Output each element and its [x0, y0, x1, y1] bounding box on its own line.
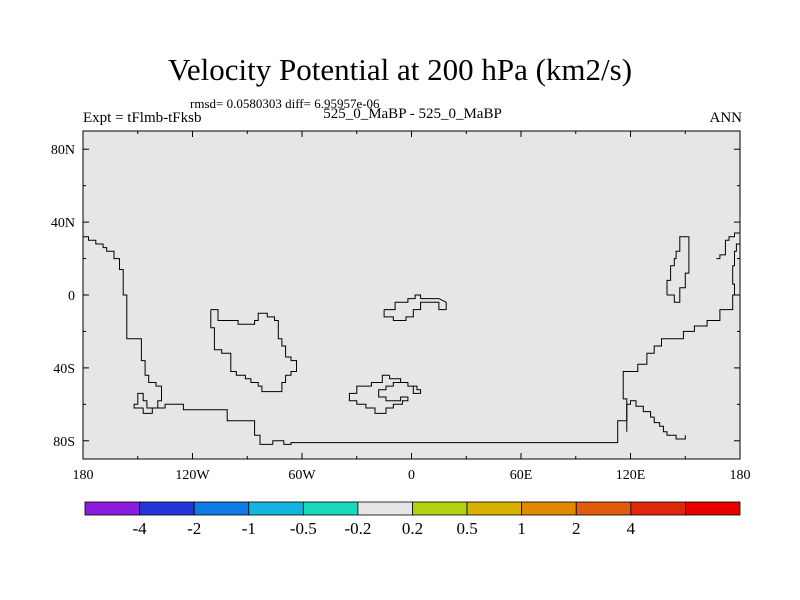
colorbar-label: 2 [572, 519, 581, 538]
colorbar-box [302, 501, 359, 516]
y-tick-label: 40N [51, 216, 75, 231]
colorbar-labels: -4 -2 -1 -0.5 -0.2 0.2 0.5 1 2 4 [132, 519, 635, 538]
case-comparison-label: 525_0_MaBP - 525_0_MaBP [323, 106, 502, 122]
y-tick-label: 80S [53, 435, 75, 450]
axis-ticks [82, 131, 741, 459]
colorbar-label: 0.2 [402, 519, 423, 538]
colorbar-box [248, 501, 304, 516]
colorbar-label: 1 [517, 519, 526, 538]
x-tick-label: 120W [175, 468, 210, 483]
colorbar-label: -0.2 [344, 519, 371, 538]
colorbar-label: -0.5 [290, 519, 317, 538]
x-tick-label: 180 [730, 468, 751, 483]
y-tick-label: 40S [53, 362, 75, 377]
colorbar-label: -4 [132, 519, 147, 538]
experiment-label: Expt = tFlmb-tFksb [83, 110, 202, 126]
colorbar-label: -2 [187, 519, 201, 538]
colorbar-box [685, 501, 741, 516]
colorbar-label: 4 [627, 519, 636, 538]
x-tick-labels: 180 120W 60W 0 60E 120E 180 [73, 468, 751, 483]
colorbar-box [521, 501, 577, 516]
colorbar-box [84, 501, 140, 516]
colorbar-label: 0.5 [456, 519, 477, 538]
colorbar-label: -1 [242, 519, 256, 538]
coastline-3 [210, 309, 297, 393]
rmsd-diff-stats: rmsd= 0.0580303 diff= 6.95957e-06 [190, 96, 380, 111]
coastline-1 [622, 232, 741, 432]
x-tick-label: 120E [616, 468, 646, 483]
colorbar-box [466, 501, 523, 516]
colorbar-box [630, 501, 686, 516]
y-tick-labels: 80N 40N 0 40S 80S [51, 143, 75, 450]
coastline-0 [83, 236, 686, 445]
coastline-2 [666, 236, 690, 303]
x-tick-label: 0 [408, 468, 415, 483]
coastline-layer [83, 232, 741, 445]
colorbar-box [139, 501, 195, 516]
season-label: ANN [709, 110, 743, 126]
coastline-5 [348, 374, 422, 414]
colorbar-box [412, 501, 468, 516]
chart-title: Velocity Potential at 200 hPa (km2/s) [167, 52, 633, 87]
colorbar-box [357, 501, 413, 516]
x-tick-label: 60W [288, 468, 316, 483]
y-tick-label: 0 [68, 289, 75, 304]
colorbar-box [575, 501, 632, 516]
x-tick-label: 60E [510, 468, 533, 483]
plot-area [83, 131, 740, 459]
colorbar [84, 501, 741, 516]
y-tick-label: 80N [51, 143, 75, 158]
x-tick-label: 180 [73, 468, 94, 483]
colorbar-box [193, 501, 250, 516]
coastline-4 [383, 294, 447, 321]
